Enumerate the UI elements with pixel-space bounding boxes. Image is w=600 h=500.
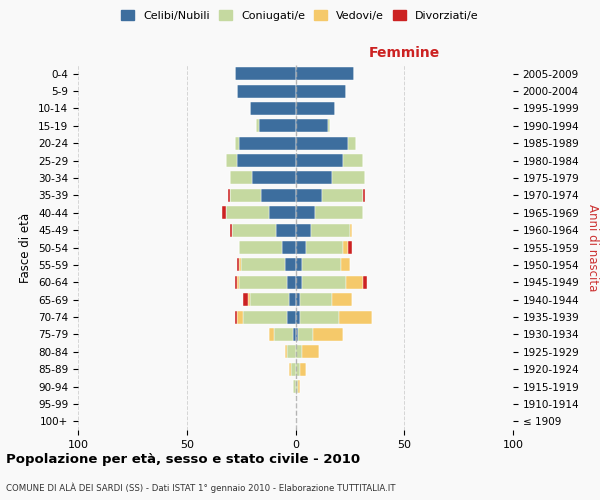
Bar <box>239 241 283 254</box>
Bar <box>332 293 352 306</box>
Bar <box>332 172 365 184</box>
Bar <box>289 362 291 376</box>
Bar <box>259 120 296 132</box>
Bar <box>315 206 363 220</box>
Bar <box>248 293 250 306</box>
Bar <box>260 189 296 202</box>
Bar <box>230 172 252 184</box>
Bar <box>307 241 343 254</box>
Bar <box>276 224 296 236</box>
Y-axis label: Fasce di età: Fasce di età <box>19 212 32 282</box>
Bar <box>296 258 302 272</box>
Bar <box>296 84 346 98</box>
Bar <box>296 293 300 306</box>
Bar <box>302 276 346 289</box>
Bar <box>287 310 296 324</box>
Bar <box>296 310 300 324</box>
Bar <box>322 189 363 202</box>
Bar <box>235 67 296 80</box>
Bar <box>296 172 332 184</box>
Bar <box>296 206 315 220</box>
Bar <box>302 346 319 358</box>
Bar <box>221 206 226 220</box>
Bar <box>300 362 307 376</box>
Bar <box>237 258 239 272</box>
Bar <box>296 136 348 149</box>
Bar <box>328 120 331 132</box>
Bar <box>298 328 313 341</box>
Bar <box>287 346 296 358</box>
Bar <box>296 276 302 289</box>
Bar <box>296 380 298 393</box>
Bar <box>250 293 289 306</box>
Bar <box>287 276 296 289</box>
Bar <box>235 136 239 149</box>
Bar <box>302 258 341 272</box>
Bar <box>269 206 296 220</box>
Y-axis label: Anni di nascita: Anni di nascita <box>586 204 599 291</box>
Bar <box>348 136 356 149</box>
Bar <box>363 276 367 289</box>
Bar <box>284 346 287 358</box>
Bar <box>239 276 287 289</box>
Text: Popolazione per età, sesso e stato civile - 2010: Popolazione per età, sesso e stato civil… <box>6 452 360 466</box>
Bar <box>311 224 350 236</box>
Bar <box>293 328 296 341</box>
Legend: Celibi/Nubili, Coniugati/e, Vedovi/e, Divorziati/e: Celibi/Nubili, Coniugati/e, Vedovi/e, Di… <box>117 6 483 25</box>
Bar <box>291 362 296 376</box>
Bar <box>296 120 328 132</box>
Bar <box>237 84 296 98</box>
Bar <box>341 258 350 272</box>
Bar <box>339 310 371 324</box>
Bar <box>343 241 348 254</box>
Bar <box>274 328 293 341</box>
Bar <box>363 189 365 202</box>
Bar <box>230 224 232 236</box>
Bar <box>239 258 241 272</box>
Bar <box>296 346 302 358</box>
Bar <box>230 189 260 202</box>
Bar <box>296 241 307 254</box>
Text: COMUNE DI ALÀ DEI SARDI (SS) - Dati ISTAT 1° gennaio 2010 - Elaborazione TUTTITA: COMUNE DI ALÀ DEI SARDI (SS) - Dati ISTA… <box>6 482 395 493</box>
Bar <box>350 224 352 236</box>
Bar <box>239 136 296 149</box>
Bar <box>284 258 296 272</box>
Bar <box>244 293 248 306</box>
Bar <box>256 120 259 132</box>
Bar <box>300 310 339 324</box>
Bar <box>226 154 237 167</box>
Bar <box>298 380 300 393</box>
Bar <box>283 241 296 254</box>
Bar <box>252 172 296 184</box>
Bar <box>235 276 237 289</box>
Bar <box>237 276 239 289</box>
Bar <box>237 154 296 167</box>
Bar <box>296 154 343 167</box>
Bar <box>244 310 287 324</box>
Text: Femmine: Femmine <box>368 46 440 60</box>
Bar <box>348 241 352 254</box>
Bar <box>250 102 296 115</box>
Bar <box>296 102 335 115</box>
Bar <box>237 310 244 324</box>
Bar <box>346 276 363 289</box>
Bar <box>293 380 296 393</box>
Bar <box>296 67 354 80</box>
Bar <box>289 293 296 306</box>
Bar <box>313 328 343 341</box>
Bar <box>300 293 332 306</box>
Bar <box>296 189 322 202</box>
Bar <box>232 224 276 236</box>
Bar <box>296 224 311 236</box>
Bar <box>296 362 300 376</box>
Bar <box>343 154 363 167</box>
Bar <box>296 328 298 341</box>
Bar <box>269 328 274 341</box>
Bar <box>235 310 237 324</box>
Bar <box>226 206 269 220</box>
Bar <box>228 189 230 202</box>
Bar <box>241 258 284 272</box>
